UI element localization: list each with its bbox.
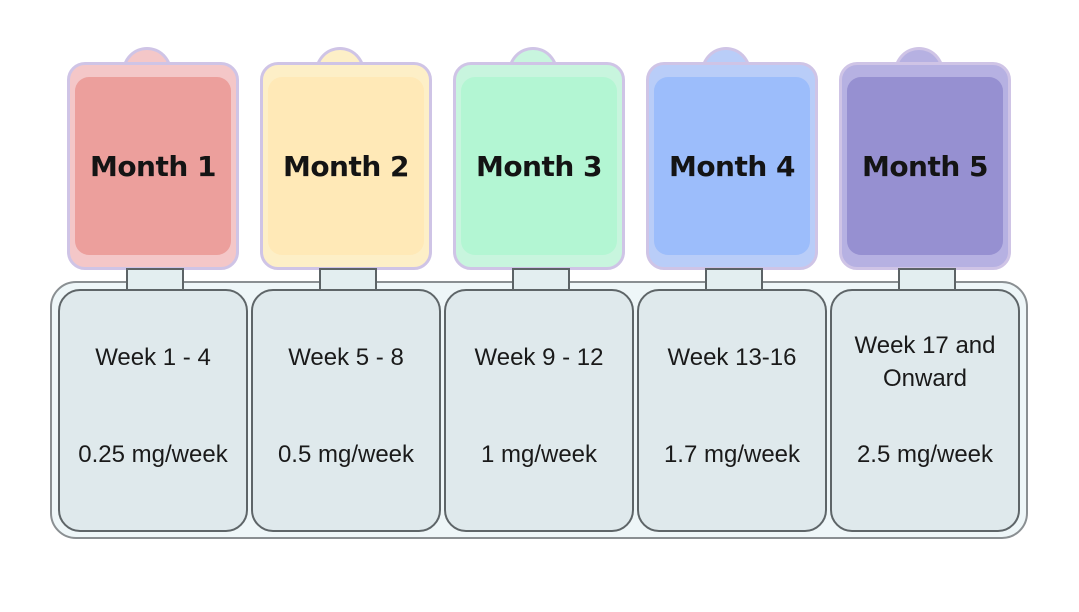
week-compartment: Week 9 - 12 1 mg/week [444, 289, 634, 532]
month-title: Month 2 [282, 149, 410, 183]
week-range: Week 1 - 4 [95, 344, 211, 371]
dose-label: 1.7 mg/week [663, 441, 801, 468]
week-range: Week 17 and Onward [854, 332, 996, 392]
month-lid: Month 1 [67, 62, 239, 270]
month-title: Month 5 [861, 149, 989, 183]
month-lid-face: Month 1 [75, 77, 231, 255]
month-lid-face: Month 5 [847, 77, 1003, 255]
dose-label: 1 mg/week [480, 441, 598, 468]
month-lid: Month 5 [839, 62, 1011, 270]
dose-label: 0.5 mg/week [277, 441, 415, 468]
week-compartment: Week 13-16 1.7 mg/week [637, 289, 827, 532]
dose-label: 2.5 mg/week [856, 441, 994, 468]
month-lid: Month 2 [260, 62, 432, 270]
month-column-4: Month 4 Week 13-16 1.7 mg/week [631, 0, 827, 612]
month-lid-face: Month 4 [654, 77, 810, 255]
week-range: Week 9 - 12 [474, 344, 604, 371]
month-column-3: Month 3 Week 9 - 12 1 mg/week [438, 0, 634, 612]
month-lid-face: Month 2 [268, 77, 424, 255]
month-column-5: Month 5 Week 17 and Onward 2.5 mg/week [824, 0, 1020, 612]
week-range: Week 13-16 [667, 344, 797, 371]
dose-label: 0.25 mg/week [78, 441, 228, 468]
month-title: Month 3 [475, 149, 603, 183]
month-title: Month 4 [668, 149, 796, 183]
week-range: Week 5 - 8 [288, 344, 404, 371]
month-title: Month 1 [89, 149, 217, 183]
month-lid-face: Month 3 [461, 77, 617, 255]
month-column-2: Month 2 Week 5 - 8 0.5 mg/week [245, 0, 441, 612]
month-column-1: Month 1 Week 1 - 4 0.25 mg/week [52, 0, 248, 612]
week-compartment: Week 5 - 8 0.5 mg/week [251, 289, 441, 532]
week-compartment: Week 1 - 4 0.25 mg/week [58, 289, 248, 532]
month-lid: Month 4 [646, 62, 818, 270]
week-compartment: Week 17 and Onward 2.5 mg/week [830, 289, 1020, 532]
month-lid: Month 3 [453, 62, 625, 270]
